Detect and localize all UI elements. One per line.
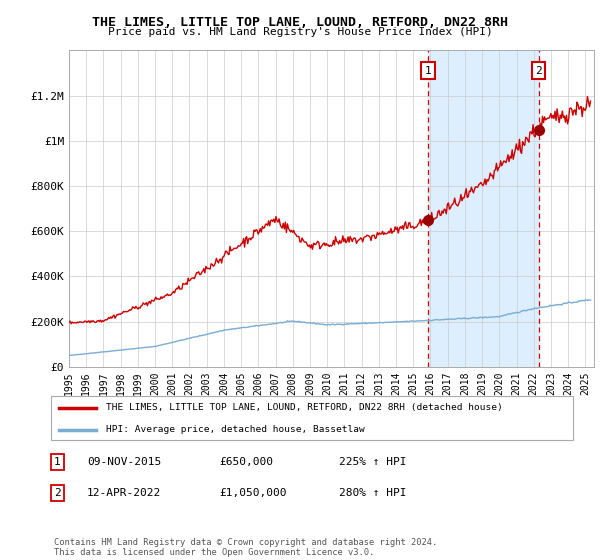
Text: £650,000: £650,000 (219, 457, 273, 467)
Text: 1: 1 (54, 457, 61, 467)
Text: HPI: Average price, detached house, Bassetlaw: HPI: Average price, detached house, Bass… (106, 425, 365, 434)
Text: 2: 2 (54, 488, 61, 498)
Text: 225% ↑ HPI: 225% ↑ HPI (339, 457, 407, 467)
Text: 2: 2 (535, 66, 542, 76)
Bar (428, 50, 539, 367)
Text: 12-APR-2022: 12-APR-2022 (87, 488, 161, 498)
Text: THE LIMES, LITTLE TOP LANE, LOUND, RETFORD, DN22 8RH: THE LIMES, LITTLE TOP LANE, LOUND, RETFO… (92, 16, 508, 29)
Text: THE LIMES, LITTLE TOP LANE, LOUND, RETFORD, DN22 8RH (detached house): THE LIMES, LITTLE TOP LANE, LOUND, RETFO… (106, 403, 503, 412)
Text: £1,050,000: £1,050,000 (219, 488, 287, 498)
Text: Contains HM Land Registry data © Crown copyright and database right 2024.
This d: Contains HM Land Registry data © Crown c… (54, 538, 437, 557)
Text: 280% ↑ HPI: 280% ↑ HPI (339, 488, 407, 498)
Text: 1: 1 (425, 66, 431, 76)
FancyBboxPatch shape (50, 396, 574, 440)
Text: Price paid vs. HM Land Registry's House Price Index (HPI): Price paid vs. HM Land Registry's House … (107, 27, 493, 37)
Text: 09-NOV-2015: 09-NOV-2015 (87, 457, 161, 467)
